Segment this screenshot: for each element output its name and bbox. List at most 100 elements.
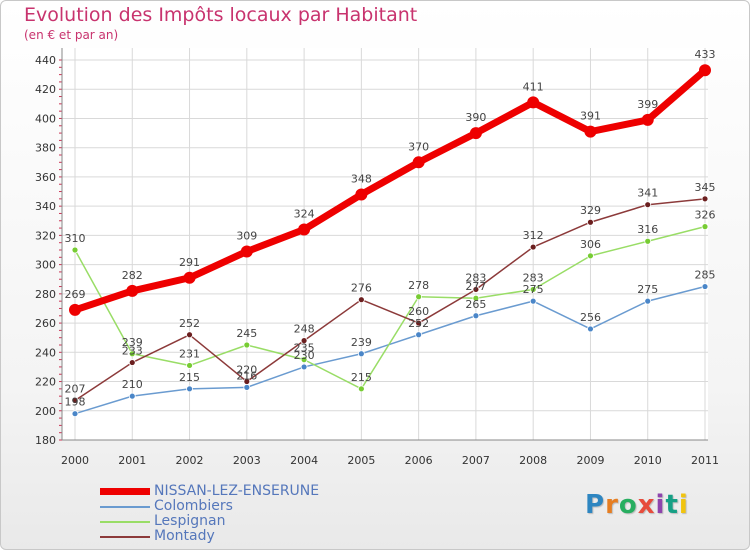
chart-title: Evolution des Impôts locaux par Habitant	[24, 4, 418, 26]
logo-letter: r	[605, 490, 619, 520]
y-tick-label: 260	[35, 317, 56, 330]
data-label: 411	[523, 80, 544, 93]
data-label: 198	[65, 396, 86, 409]
series-point-1	[529, 297, 537, 305]
series-point-2	[472, 294, 480, 302]
series-point-0	[527, 96, 540, 109]
y-tick-label: 240	[35, 346, 56, 359]
logo-letter: o	[618, 490, 638, 520]
data-label: 310	[65, 232, 86, 245]
data-label: 282	[122, 269, 143, 282]
series-point-0	[240, 245, 253, 258]
series-point-0	[584, 125, 597, 138]
series-point-3	[128, 359, 136, 366]
legend-item-lespignan[interactable]: Lespignan	[100, 514, 360, 529]
y-tick-label: 200	[35, 405, 56, 418]
series-point-0	[126, 284, 139, 297]
legend-item-nissan[interactable]: NISSAN-LEZ-ENSERUNE	[100, 484, 360, 499]
data-label: 207	[65, 383, 86, 396]
data-label: 248	[294, 323, 315, 336]
legend-swatch-lespignan	[100, 521, 150, 523]
legend-swatch-montady	[100, 536, 150, 538]
data-label: 276	[351, 282, 372, 295]
series-point-1	[243, 383, 251, 391]
data-label: 239	[351, 336, 372, 349]
legend-item-montady[interactable]: Montady	[100, 529, 360, 544]
series-line-2	[74, 225, 706, 390]
series-point-0	[183, 271, 196, 284]
y-tick-label: 220	[35, 376, 56, 389]
series-point-2	[644, 237, 652, 245]
data-label: 345	[695, 181, 716, 194]
x-tick-label: 2010	[634, 454, 662, 467]
chart-subtitle: (en € et par an)	[24, 28, 119, 42]
series-point-3	[357, 296, 365, 304]
series-point-3	[71, 397, 79, 404]
data-label: 278	[408, 279, 429, 292]
series-point-0	[641, 113, 654, 126]
data-label: 283	[523, 271, 544, 284]
series-point-2	[128, 350, 136, 358]
legend-label-nissan: NISSAN-LEZ-ENSERUNE	[154, 483, 320, 499]
data-label: 316	[637, 223, 658, 236]
y-tick-label: 300	[35, 259, 56, 272]
logo-letter: i	[655, 490, 666, 520]
chart-legend: NISSAN-LEZ-ENSERUNE Colombiers Lespignan…	[100, 484, 360, 544]
data-label: 215	[179, 371, 200, 384]
data-label: 245	[236, 327, 257, 340]
x-tick-label: 2000	[61, 454, 89, 467]
series-point-2	[71, 246, 79, 254]
legend-label-lespignan: Lespignan	[154, 513, 226, 529]
series-point-1	[415, 331, 423, 339]
data-label: 326	[695, 209, 716, 222]
series-point-3	[300, 337, 308, 345]
series-point-0	[355, 188, 368, 201]
data-label: 309	[236, 229, 257, 242]
y-tick-label: 380	[35, 142, 56, 155]
series-point-3	[644, 201, 652, 209]
series-line-1	[74, 285, 706, 415]
data-label: 283	[465, 271, 486, 284]
data-label: 324	[294, 208, 315, 221]
x-tick-label: 2007	[462, 454, 490, 467]
data-label: 291	[179, 256, 200, 269]
data-label: 275	[637, 283, 658, 296]
y-tick-label: 280	[35, 288, 56, 301]
proxiti-logo[interactable]: Proxiti	[585, 490, 689, 520]
x-tick-label: 2002	[176, 454, 204, 467]
x-tick-label: 2003	[233, 454, 261, 467]
y-tick-label: 340	[35, 200, 56, 213]
series-point-2	[300, 356, 308, 364]
series-point-3	[243, 378, 251, 385]
data-label: 341	[637, 187, 658, 200]
data-label: 312	[523, 229, 544, 242]
y-tick-label: 180	[35, 434, 56, 447]
plot-area	[62, 48, 708, 440]
series-point-0	[469, 127, 482, 140]
legend-item-colombiers[interactable]: Colombiers	[100, 499, 360, 514]
series-point-1	[300, 363, 308, 371]
data-label: 285	[695, 269, 716, 282]
series-point-3	[186, 331, 193, 339]
data-label: 239	[122, 336, 143, 349]
data-label: 399	[637, 98, 658, 111]
series-point-3	[587, 218, 594, 226]
y-tick-label: 360	[35, 171, 56, 184]
data-label: 265	[465, 298, 486, 311]
data-label: 277	[465, 280, 486, 293]
data-label: 233	[122, 345, 143, 358]
series-point-1	[587, 325, 594, 333]
data-label: 260	[408, 305, 429, 318]
series-point-2	[243, 341, 251, 349]
series-point-3	[529, 243, 537, 251]
series-point-2	[357, 385, 365, 393]
data-label: 231	[179, 347, 200, 360]
series-point-1	[186, 385, 193, 393]
series-point-0	[699, 64, 711, 77]
series-line-3	[74, 198, 706, 402]
legend-label-montady: Montady	[154, 528, 215, 544]
series-point-3	[415, 319, 423, 327]
data-label: 256	[580, 311, 601, 324]
series-point-0	[412, 156, 425, 169]
